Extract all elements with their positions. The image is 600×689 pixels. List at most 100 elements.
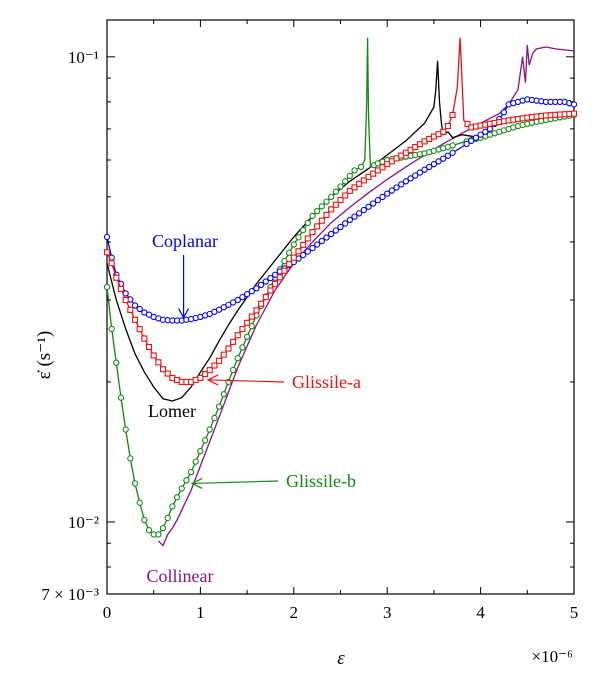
data-point-glissile-a bbox=[216, 357, 223, 364]
data-point-coplanar bbox=[215, 306, 223, 313]
data-point-glissile-a bbox=[155, 359, 162, 366]
data-point-glissile-b bbox=[211, 414, 218, 422]
annotation-collinear: Collinear bbox=[147, 566, 214, 586]
data-point-glissile-b bbox=[159, 524, 167, 532]
data-point-glissile-b bbox=[290, 241, 297, 248]
x-axis-multiplier: ×10⁻⁶ bbox=[532, 647, 574, 666]
data-point-glissile-b bbox=[173, 494, 181, 501]
data-point-coplanar bbox=[131, 302, 139, 309]
annotation-glissile-b: Glissile-b bbox=[190, 471, 356, 491]
data-point-coplanar bbox=[426, 163, 433, 171]
data-point-glissile-a bbox=[131, 316, 139, 323]
data-point-coplanar bbox=[374, 197, 382, 204]
data-point-glissile-b bbox=[318, 203, 325, 210]
annotation-arrowhead-glissile-a bbox=[206, 374, 219, 386]
data-point-glissile-a bbox=[323, 211, 330, 219]
data-point-glissile-a bbox=[332, 201, 339, 208]
data-point-coplanar bbox=[379, 193, 386, 201]
data-point-glissile-b bbox=[131, 480, 139, 487]
data-point-glissile-b bbox=[313, 207, 321, 215]
plot-area-border bbox=[106, 19, 575, 595]
data-point-glissile-a bbox=[314, 223, 321, 230]
data-point-glissile-b bbox=[122, 426, 129, 433]
data-point-glissile-b bbox=[229, 366, 237, 374]
x-tick-label: 2 bbox=[290, 603, 299, 622]
data-point-glissile-a bbox=[351, 184, 358, 191]
data-point-coplanar bbox=[444, 152, 452, 159]
data-point-coplanar bbox=[136, 305, 143, 313]
data-point-glissile-b bbox=[141, 516, 148, 524]
annotation-arrow-glissile-b bbox=[193, 480, 279, 485]
data-point-glissile-a bbox=[356, 180, 363, 187]
series-line-glissile-a bbox=[106, 37, 575, 383]
data-point-glissile-a bbox=[379, 164, 386, 171]
data-point-glissile-b bbox=[285, 249, 293, 256]
data-point-glissile-a bbox=[337, 197, 344, 204]
data-point-coplanar bbox=[239, 293, 246, 301]
ticks-layer: 0 1 2 3 4 5 7 × 10⁻³ 10⁻² 10⁻¹ bbox=[41, 20, 578, 622]
data-point-glissile-a bbox=[290, 254, 297, 261]
data-point-coplanar bbox=[393, 184, 400, 191]
data-point-coplanar bbox=[440, 155, 447, 162]
annotation-arrowhead-glissile-b bbox=[190, 477, 203, 489]
data-point-coplanar bbox=[360, 206, 367, 214]
data-point-glissile-a bbox=[300, 241, 307, 248]
data-point-coplanar bbox=[365, 203, 372, 210]
data-point-glissile-a bbox=[150, 352, 157, 359]
data-point-glissile-a bbox=[230, 338, 237, 345]
data-point-glissile-a bbox=[122, 296, 129, 304]
data-point-glissile-b bbox=[117, 394, 125, 401]
data-point-glissile-a bbox=[164, 370, 171, 377]
data-point-glissile-a bbox=[281, 267, 288, 274]
data-point-glissile-b bbox=[215, 403, 223, 410]
data-point-glissile-b bbox=[299, 227, 307, 234]
data-point-glissile-b bbox=[155, 531, 162, 538]
data-point-coplanar bbox=[407, 175, 414, 182]
data-point-glissile-a bbox=[440, 128, 447, 135]
data-point-coplanar bbox=[463, 140, 470, 148]
data-point-glissile-b bbox=[113, 359, 120, 366]
data-point-coplanar bbox=[388, 187, 396, 194]
data-point-coplanar bbox=[262, 278, 269, 285]
data-point-glissile-a bbox=[304, 235, 311, 242]
annotation-arrowhead-coplanar bbox=[178, 308, 190, 319]
y-axis-label: ε̇ (s⁻¹) bbox=[34, 331, 55, 380]
data-point-glissile-b bbox=[323, 198, 330, 205]
data-point-coplanar bbox=[299, 251, 307, 259]
series-layer bbox=[103, 37, 578, 547]
data-point-coplanar bbox=[430, 161, 438, 168]
data-point-coplanar bbox=[337, 223, 344, 231]
data-point-glissile-b bbox=[328, 193, 335, 200]
data-point-glissile-b bbox=[169, 503, 176, 510]
data-point-glissile-a bbox=[108, 260, 115, 267]
data-point-glissile-b bbox=[234, 354, 241, 362]
data-point-coplanar bbox=[309, 244, 316, 252]
data-point-glissile-b bbox=[248, 322, 255, 330]
data-point-coplanar bbox=[318, 237, 325, 245]
data-point-glissile-a bbox=[342, 192, 349, 199]
data-point-glissile-b bbox=[309, 212, 316, 220]
annotation-glissile-a: Glissile-a bbox=[206, 372, 361, 392]
data-point-glissile-a bbox=[346, 187, 353, 194]
annotation-coplanar: Coplanar bbox=[152, 231, 218, 319]
data-point-coplanar bbox=[468, 137, 475, 145]
data-point-coplanar bbox=[328, 230, 335, 238]
data-point-glissile-b bbox=[220, 391, 227, 398]
y-tick-label: 7 × 10⁻³ bbox=[41, 585, 99, 604]
data-point-glissile-b bbox=[243, 333, 251, 340]
plot-frame bbox=[106, 19, 575, 595]
data-point-glissile-a bbox=[570, 110, 578, 117]
data-point-glissile-a bbox=[136, 326, 143, 333]
data-point-glissile-a bbox=[145, 343, 153, 351]
data-point-glissile-a bbox=[444, 122, 451, 130]
data-point-glissile-b bbox=[183, 477, 190, 484]
data-point-coplanar bbox=[477, 131, 484, 138]
data-point-glissile-a bbox=[141, 335, 148, 342]
data-point-coplanar bbox=[304, 248, 311, 255]
data-point-glissile-b bbox=[281, 257, 288, 265]
data-point-glissile-a bbox=[286, 261, 293, 268]
data-point-glissile-a bbox=[309, 229, 316, 236]
data-point-glissile-b bbox=[206, 426, 213, 433]
annotation-layer: Coplanar Glissile-a Lomer Glissile-b Colline… bbox=[147, 231, 361, 586]
x-tick-label: 4 bbox=[476, 603, 485, 622]
